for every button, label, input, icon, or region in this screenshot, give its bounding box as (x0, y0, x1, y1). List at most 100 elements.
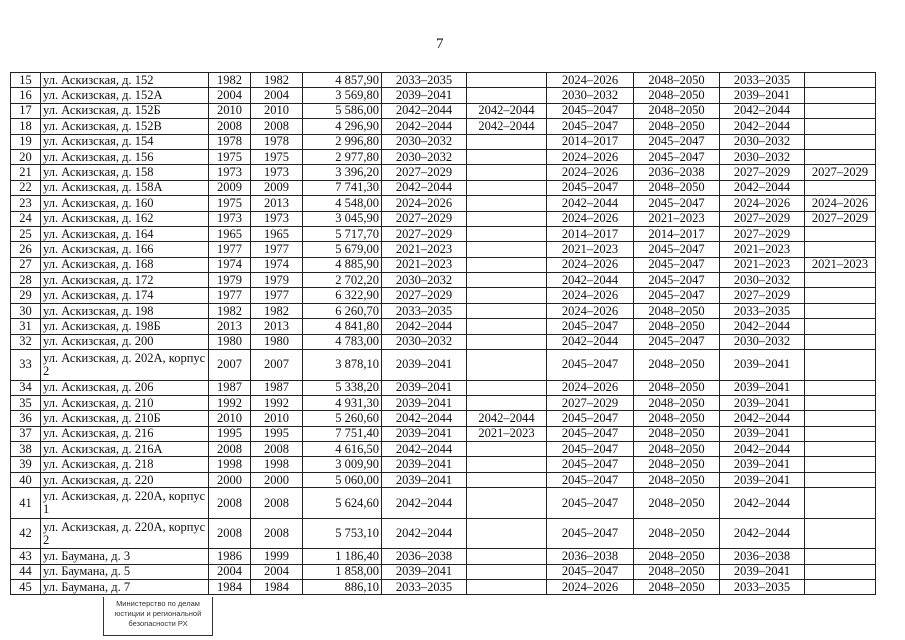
address-cell: ул. Аскизская, д. 220 (40, 471, 209, 489)
table-row: 15 ул. Аскизская, д. 152 1982 1982 4 857,90 2… (10, 71, 876, 89)
row-number-cell: 16 (10, 87, 41, 104)
repair-period-6-cell (804, 517, 876, 550)
repair-period-2-cell (466, 133, 547, 150)
repair-period-6-cell (804, 87, 876, 104)
row-number-cell: 45 (10, 579, 41, 596)
commissioning-year-cell: 2008 (250, 487, 303, 519)
repair-period-3-cell: 2045–2047 (546, 425, 634, 443)
table-row: 22 ул. Аскизская, д. 158А 2009 2009 7 741,30… (10, 179, 876, 197)
repair-period-4-cell: 2048–2050 (633, 118, 720, 135)
table-row: 34 ул. Аскизская, д. 206 1987 1987 5 338,20 2… (10, 379, 876, 396)
repair-period-3-cell: 2014–2017 (546, 225, 634, 243)
address-cell: ул. Аскизская, д. 220А, корпус 1 (40, 487, 209, 519)
repair-period-6-cell (804, 349, 876, 381)
table-row: 27 ул. Аскизская, д. 168 1974 1974 4 885,90 2… (10, 256, 876, 274)
repair-period-1-cell: 2024–2026 (381, 195, 467, 212)
row-number-cell: 31 (10, 318, 41, 335)
repair-period-1-cell: 2021–2023 (381, 241, 467, 258)
table-row: 28 ул. Аскизская, д. 172 1979 1979 2 702,20 2… (10, 272, 876, 289)
construction-year-cell: 1984 (208, 579, 251, 596)
area-cell: 5 586,00 (302, 102, 382, 120)
repair-period-3-cell: 2024–2026 (546, 210, 634, 227)
repair-period-6-cell (804, 241, 876, 258)
repair-period-5-cell: 2042–2044 (719, 179, 805, 197)
repair-period-5-cell: 2027–2029 (719, 225, 805, 243)
repair-period-1-cell: 2042–2044 (381, 410, 467, 427)
construction-year-cell: 1979 (208, 272, 251, 289)
address-cell: ул. Аскизская, д. 220А, корпус 2 (40, 517, 209, 550)
address-cell: ул. Аскизская, д. 158А (40, 179, 209, 197)
row-number-cell: 15 (10, 71, 41, 89)
repair-period-3-cell: 2045–2047 (546, 487, 634, 519)
repair-period-5-cell: 2027–2029 (719, 164, 805, 181)
address-cell: ул. Баумана, д. 7 (40, 579, 209, 596)
repair-period-4-cell: 2021–2023 (633, 210, 720, 227)
table-row: 23 ул. Аскизская, д. 160 1975 2013 4 548,00 2… (10, 195, 876, 212)
repair-period-5-cell: 2042–2044 (719, 318, 805, 335)
area-cell: 5 060,00 (302, 471, 382, 489)
repair-period-3-cell: 2024–2026 (546, 379, 634, 396)
repair-period-6-cell (804, 179, 876, 197)
repair-period-4-cell: 2045–2047 (633, 241, 720, 258)
address-cell: ул. Аскизская, д. 218 (40, 456, 209, 473)
table-row: 25 ул. Аскизская, д. 164 1965 1965 5 717,70 2… (10, 225, 876, 243)
repair-period-6-cell (804, 71, 876, 89)
address-cell: ул. Аскизская, д. 206 (40, 379, 209, 396)
repair-period-5-cell: 2039–2041 (719, 87, 805, 104)
repair-period-5-cell: 2033–2035 (719, 579, 805, 596)
commissioning-year-cell: 1984 (250, 579, 303, 596)
repair-period-4-cell: 2048–2050 (633, 579, 720, 596)
repair-period-2-cell (466, 441, 547, 458)
commissioning-year-cell: 1999 (250, 548, 303, 565)
table-row: 43 ул. Баумана, д. 3 1986 1999 1 186,40 2036–… (10, 548, 876, 565)
table-row: 36 ул. Аскизская, д. 210Б 2010 2010 5 260,60… (10, 410, 876, 427)
area-cell: 4 783,00 (302, 333, 382, 351)
repair-period-2-cell (466, 579, 547, 596)
table-row: 24 ул. Аскизская, д. 162 1973 1973 3 045,90 2… (10, 210, 876, 227)
repair-period-4-cell: 2048–2050 (633, 302, 720, 320)
repair-period-3-cell: 2024–2026 (546, 71, 634, 89)
row-number-cell: 27 (10, 256, 41, 274)
row-number-cell: 20 (10, 148, 41, 166)
construction-year-cell: 2008 (208, 441, 251, 458)
repair-period-6-cell (804, 272, 876, 289)
repair-period-4-cell: 2048–2050 (633, 87, 720, 104)
repair-period-3-cell: 2045–2047 (546, 118, 634, 135)
repair-period-1-cell: 2030–2032 (381, 133, 467, 150)
repair-period-6-cell: 2021–2023 (804, 256, 876, 274)
table-row: 42 ул. Аскизская, д. 220А, корпус 2 2008 20… (10, 517, 876, 550)
commissioning-year-cell: 1979 (250, 272, 303, 289)
repair-period-5-cell: 2039–2041 (719, 563, 805, 581)
repair-period-3-cell: 2045–2047 (546, 441, 634, 458)
construction-year-cell: 1982 (208, 302, 251, 320)
area-cell: 3 396,20 (302, 164, 382, 181)
construction-year-cell: 2000 (208, 471, 251, 489)
construction-year-cell: 2013 (208, 318, 251, 335)
address-cell: ул. Аскизская, д. 166 (40, 241, 209, 258)
repair-period-1-cell: 2033–2035 (381, 71, 467, 89)
construction-year-cell: 1992 (208, 394, 251, 412)
repair-period-6-cell (804, 548, 876, 565)
ministry-stamp: Министерство по делам юстиции и регионал… (103, 597, 213, 636)
table-row: 30 ул. Аскизская, д. 198 1982 1982 6 260,70 2… (10, 302, 876, 320)
area-cell: 2 702,20 (302, 272, 382, 289)
address-cell: ул. Баумана, д. 3 (40, 548, 209, 565)
address-cell: ул. Аскизская, д. 210Б (40, 410, 209, 427)
construction-year-cell: 2007 (208, 349, 251, 381)
table-row: 29 ул. Аскизская, д. 174 1977 1977 6 322,90 2… (10, 287, 876, 304)
table-row: 26 ул. Аскизская, д. 166 1977 1977 5 679,00 2… (10, 241, 876, 258)
repair-period-6-cell (804, 379, 876, 396)
commissioning-year-cell: 2004 (250, 563, 303, 581)
table-row: 45 ул. Баумана, д. 7 1984 1984 886,10 2033–20… (10, 579, 876, 596)
construction-year-cell: 2008 (208, 118, 251, 135)
repair-period-4-cell: 2048–2050 (633, 563, 720, 581)
construction-year-cell: 2009 (208, 179, 251, 197)
address-cell: ул. Аскизская, д. 158 (40, 164, 209, 181)
stamp-line: безопасности РХ (128, 619, 188, 628)
row-number-cell: 41 (10, 487, 41, 519)
repair-period-6-cell (804, 133, 876, 150)
repair-period-3-cell: 2045–2047 (546, 471, 634, 489)
repair-period-2-cell (466, 318, 547, 335)
repair-period-3-cell: 2045–2047 (546, 349, 634, 381)
construction-year-cell: 1975 (208, 148, 251, 166)
